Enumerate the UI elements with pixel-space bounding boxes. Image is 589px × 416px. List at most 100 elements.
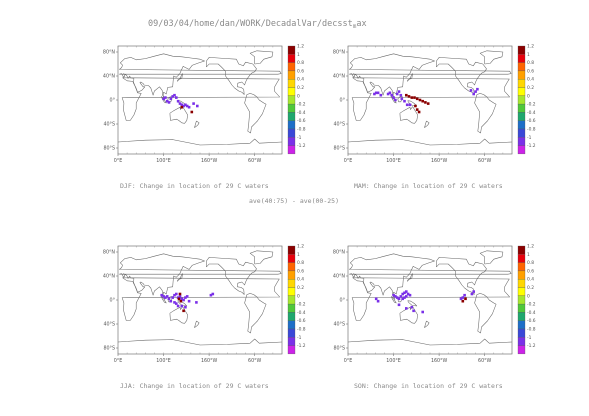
colorbar: 1.2 1 0.8 0.6 0.4 0.2 0 -0.2 -0.4 -0.6 -0.8 -1 -1.2 (287, 44, 306, 155)
negative-change-cell (376, 91, 380, 95)
lon-tick-label: 60°W (478, 158, 492, 164)
colorbar-label: -0.6 (527, 318, 536, 324)
coastline (479, 250, 504, 265)
colorbar-label: -0.8 (297, 327, 306, 333)
colorbar-swatch (517, 87, 526, 96)
colorbar-label: 0.6 (297, 68, 304, 74)
lat-tick-label: 40°N (103, 274, 116, 280)
colorbar-swatch (517, 287, 526, 296)
lat-tick-label: 80°N (103, 250, 116, 256)
colorbar-swatch (517, 62, 526, 72)
colorbar-swatch (287, 245, 296, 255)
colorbar-label: -1.2 (297, 343, 306, 349)
colorbar-label: 0.4 (297, 277, 304, 283)
colorbar-swatch (517, 128, 526, 138)
lat-tick-label: 40°S (103, 122, 115, 128)
negative-change-cell (173, 301, 176, 304)
positive-change-cell (417, 110, 421, 114)
colorbar-label: 0.2 (527, 85, 534, 91)
panel-caption: SON: Change in location of 29 C waters (354, 382, 503, 390)
negative-change-cell (394, 295, 397, 298)
coastline (424, 120, 430, 128)
coastline (249, 250, 274, 265)
map-frame (117, 245, 283, 355)
colorbar-label: 0.2 (297, 285, 304, 291)
colorbar-swatch (287, 279, 296, 288)
lat-tick-label: 40°N (333, 74, 346, 80)
colorbar-swatch (287, 262, 296, 272)
lat-tick-label: 0° (110, 98, 115, 104)
negative-change-cell (182, 298, 185, 302)
colorbar-swatch (517, 45, 526, 55)
colorbar-label: 0 (527, 293, 530, 299)
negative-change-cell (399, 93, 403, 97)
colorbar-swatch (287, 62, 296, 72)
lat-tick-label: 0° (340, 298, 345, 304)
map-panel-mam: 80°N 40°N 0° 40°S 80°S 0°E 100°E 160°W 60°W 1.2 1 0… (333, 44, 536, 191)
colorbar-swatch (287, 120, 296, 130)
negative-change-cell (169, 97, 173, 101)
coastline (351, 77, 510, 121)
negative-change-cell (405, 295, 408, 298)
colorbar-label: -0.8 (527, 127, 536, 133)
positive-change-cell (413, 96, 416, 99)
lon-tick-label: 100°E (386, 358, 401, 364)
negative-change-cell (390, 93, 393, 97)
negative-change-cell (406, 292, 410, 296)
colorbar-label: -1 (527, 135, 532, 141)
lon-tick-label: 0°E (114, 358, 122, 364)
lon-tick-label: 0°E (344, 358, 352, 364)
colorbar-swatch (287, 303, 296, 313)
negative-change-cell (187, 299, 191, 303)
negative-change-cell (397, 303, 401, 307)
coastline (169, 306, 188, 324)
lat-tick-label: 80°S (103, 346, 115, 352)
negative-change-cell (160, 293, 163, 297)
negative-change-cell (373, 92, 376, 96)
negative-change-cell (180, 103, 184, 107)
colorbar-swatch (517, 320, 526, 330)
positive-change-cell (410, 96, 414, 99)
coastline (194, 120, 200, 128)
negative-change-cell (472, 92, 475, 96)
colorbar-swatch (517, 103, 526, 113)
negative-change-cell (182, 104, 185, 108)
coastline (244, 293, 267, 334)
colorbar-swatch (517, 328, 526, 338)
lat-tick-label: 40°S (333, 122, 345, 128)
colorbar-swatch (287, 137, 296, 146)
colorbar-swatch (287, 95, 296, 105)
colorbar-swatch (287, 345, 296, 355)
negative-change-cell (469, 89, 473, 92)
coastline (424, 320, 430, 328)
negative-change-cell (187, 105, 191, 109)
colorbar-label: 0.8 (297, 260, 304, 266)
colorbar-label: 0.2 (297, 85, 304, 91)
positive-change-cell (179, 299, 183, 303)
negative-change-cell (180, 297, 184, 301)
lon-tick-label: 60°W (478, 358, 492, 364)
positive-change-cell (190, 110, 194, 114)
negative-change-cell (379, 93, 383, 97)
negative-change-cell (403, 99, 406, 103)
colorbar-label: -0.4 (297, 310, 306, 316)
negative-change-cell (405, 307, 408, 310)
negative-change-cell (171, 296, 174, 299)
lon-tick-label: 160°W (431, 158, 448, 164)
colorbar-swatch (517, 137, 526, 146)
negative-change-cell (171, 95, 174, 98)
negative-change-cell (476, 87, 479, 91)
lon-tick-label: 60°W (248, 358, 262, 364)
colorbar-label: -0.6 (527, 118, 536, 124)
coastline (161, 296, 167, 304)
panel-caption: DJF: Change in location of 29 C waters (120, 182, 269, 190)
negative-change-cell (395, 92, 399, 96)
coastline (399, 306, 418, 324)
colorbar-label: -0.8 (527, 327, 536, 333)
colorbar-swatch (517, 345, 526, 355)
coastline (391, 296, 397, 304)
negative-change-cell (164, 96, 167, 99)
negative-change-cell (165, 99, 169, 103)
colorbar-label: -0.6 (297, 318, 306, 324)
positive-change-cell (182, 309, 185, 313)
